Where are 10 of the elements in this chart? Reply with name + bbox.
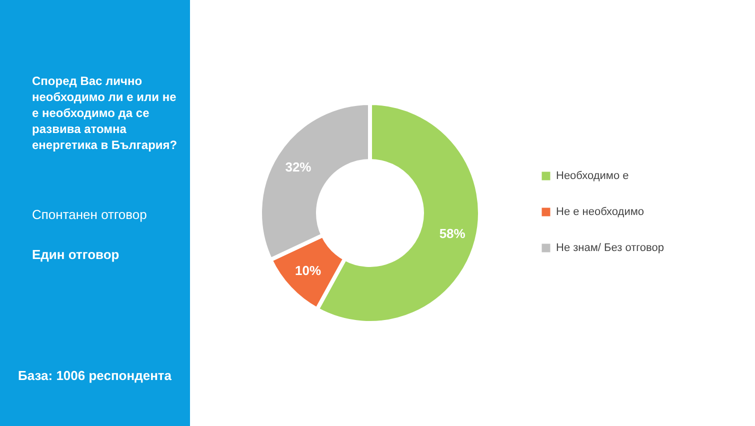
data-label: 58% [439,226,466,242]
text: Според Вас лично необходимо ли е или не е необходимо да се развива атомна енергетика в България? [32,74,178,152]
legend-label: Не знам/ Без отговор [556,242,664,254]
text: Един отговор [32,247,120,262]
legend-label: Не е необходимо [556,206,644,218]
legend-label: Необходимо е [556,170,629,182]
data-label: 32% [285,159,312,174]
text: Спонтанен отговор [32,207,147,222]
data-label: 10% [295,263,322,278]
text: База: 1006 респондента [18,368,172,383]
